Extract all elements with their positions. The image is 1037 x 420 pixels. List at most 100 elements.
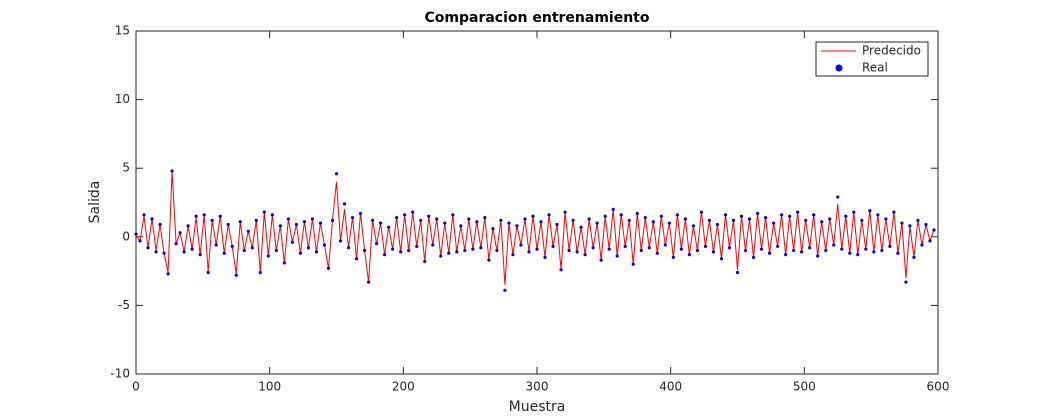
data-point bbox=[174, 242, 178, 246]
data-point bbox=[254, 218, 258, 222]
data-point bbox=[635, 211, 639, 216]
data-point bbox=[579, 225, 583, 229]
data-point bbox=[619, 213, 623, 217]
data-point bbox=[575, 250, 579, 254]
data-point bbox=[354, 257, 359, 261]
data-point bbox=[403, 213, 407, 217]
data-point bbox=[872, 250, 876, 254]
data-point bbox=[860, 218, 864, 222]
data-point bbox=[322, 243, 327, 247]
data-point bbox=[387, 225, 391, 229]
data-point bbox=[527, 250, 531, 254]
data-point bbox=[808, 246, 812, 250]
data-point bbox=[523, 217, 527, 221]
data-point bbox=[306, 246, 311, 250]
data-point bbox=[804, 218, 808, 222]
x-tick-label: 100 bbox=[258, 380, 281, 394]
data-point bbox=[270, 213, 274, 217]
data-point bbox=[531, 214, 535, 218]
data-point bbox=[362, 248, 367, 253]
data-point bbox=[780, 213, 784, 217]
data-point bbox=[451, 213, 455, 217]
data-point bbox=[691, 224, 695, 228]
data-point bbox=[491, 226, 495, 231]
data-point bbox=[735, 270, 740, 275]
data-point bbox=[250, 246, 254, 250]
data-point bbox=[880, 248, 884, 253]
data-point bbox=[759, 247, 764, 251]
data-point bbox=[820, 220, 824, 224]
data-point bbox=[210, 218, 214, 222]
data-point bbox=[663, 243, 667, 247]
data-point bbox=[222, 251, 226, 255]
data-point bbox=[234, 273, 238, 277]
data-point bbox=[784, 253, 788, 257]
data-point bbox=[266, 254, 270, 258]
data-point bbox=[407, 248, 411, 253]
data-point bbox=[723, 213, 728, 217]
x-tick-label: 400 bbox=[659, 380, 682, 394]
data-point bbox=[892, 210, 896, 214]
data-point bbox=[487, 258, 491, 262]
data-point bbox=[214, 243, 218, 247]
data-point bbox=[679, 247, 683, 251]
data-point bbox=[563, 210, 567, 214]
data-point bbox=[920, 243, 924, 247]
data-point bbox=[298, 251, 303, 255]
data-point bbox=[346, 246, 351, 250]
data-point bbox=[375, 242, 379, 246]
data-point bbox=[318, 221, 323, 225]
data-point bbox=[326, 266, 331, 270]
data-point bbox=[154, 250, 158, 254]
data-point bbox=[395, 215, 399, 220]
data-point bbox=[314, 250, 319, 254]
data-point bbox=[383, 253, 387, 257]
data-point bbox=[511, 253, 515, 257]
data-point bbox=[138, 239, 142, 243]
data-point bbox=[507, 221, 511, 225]
data-point bbox=[627, 218, 631, 222]
y-tick-label: 10 bbox=[115, 92, 130, 106]
y-tick-label: -5 bbox=[118, 298, 130, 312]
data-point bbox=[463, 248, 467, 253]
data-point bbox=[607, 247, 611, 251]
data-point bbox=[904, 280, 908, 284]
data-point bbox=[278, 224, 282, 228]
x-tick-label: 200 bbox=[392, 380, 415, 394]
data-point bbox=[659, 214, 663, 218]
data-point bbox=[647, 246, 651, 250]
data-point bbox=[816, 254, 820, 258]
data-point bbox=[162, 251, 166, 255]
data-point bbox=[559, 268, 563, 272]
data-point bbox=[467, 217, 471, 221]
data-point bbox=[350, 215, 355, 220]
data-point bbox=[302, 220, 307, 224]
data-point bbox=[535, 247, 539, 251]
data-point bbox=[932, 228, 936, 232]
data-point bbox=[439, 254, 443, 258]
legend-swatch bbox=[835, 64, 843, 72]
data-point bbox=[262, 210, 266, 214]
data-point bbox=[447, 251, 451, 255]
x-axis-label: Muestra bbox=[509, 399, 566, 415]
data-point bbox=[631, 262, 635, 266]
data-point bbox=[751, 255, 756, 259]
y-tick-label: -10 bbox=[110, 367, 130, 381]
y-tick-label: 0 bbox=[122, 229, 130, 243]
data-point bbox=[551, 244, 555, 249]
data-point bbox=[230, 244, 234, 249]
data-point bbox=[134, 232, 138, 236]
data-point bbox=[571, 218, 575, 222]
data-point bbox=[788, 214, 792, 218]
data-point bbox=[611, 207, 615, 211]
data-point bbox=[391, 247, 395, 251]
y-axis-label: Salida bbox=[87, 181, 103, 224]
data-point bbox=[226, 222, 230, 227]
data-point bbox=[655, 251, 659, 255]
data-point bbox=[427, 214, 431, 218]
data-point bbox=[186, 224, 190, 228]
data-point bbox=[435, 217, 439, 221]
data-point bbox=[771, 221, 776, 225]
data-point bbox=[419, 218, 423, 222]
